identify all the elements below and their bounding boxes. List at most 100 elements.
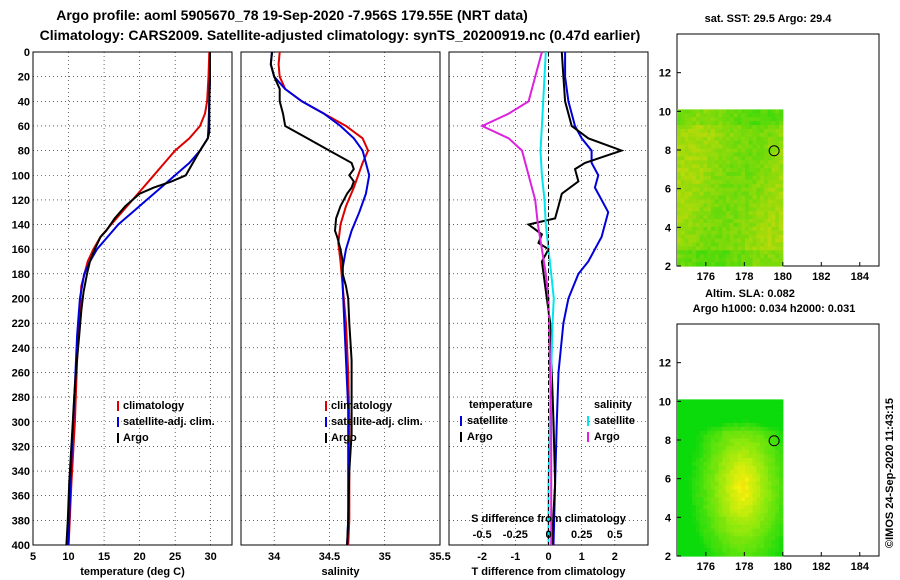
heatmap-cell <box>726 497 731 502</box>
heatmap-cell <box>695 442 701 447</box>
heatmap-cell <box>733 183 739 189</box>
heatmap-cell <box>756 512 761 518</box>
heatmap-cell <box>711 489 716 494</box>
heatmap-cell <box>722 199 727 204</box>
heatmap-cell <box>771 207 776 212</box>
heatmap-cell <box>718 446 723 451</box>
heatmap-cell <box>741 516 746 522</box>
heatmap-cell <box>748 234 754 240</box>
heatmap-cell <box>729 211 735 216</box>
heatmap-cell <box>771 238 776 244</box>
heatmap-cell <box>714 144 720 150</box>
heatmap-cell <box>779 140 784 146</box>
heatmap-cell <box>748 262 754 267</box>
heatmap-cell <box>737 450 742 455</box>
map-title-sla: Altim. SLA: 0.082 <box>705 288 795 300</box>
heatmap-cell <box>692 454 697 459</box>
heatmap-cell <box>760 458 765 463</box>
heatmap-cell <box>729 505 735 510</box>
heatmap-cell <box>771 497 776 502</box>
heatmap-cell <box>684 399 689 404</box>
heatmap-cell <box>711 144 716 150</box>
heatmap-cell <box>775 211 780 216</box>
heatmap-cell <box>745 234 750 240</box>
heatmap-cell <box>763 532 769 538</box>
heatmap-cell <box>741 156 746 161</box>
heatmap-cell <box>714 136 720 142</box>
heatmap-cell <box>707 262 712 267</box>
heatmap-cell <box>763 254 769 259</box>
heatmap-cell <box>680 187 686 193</box>
heatmap-cell <box>775 113 780 118</box>
heatmap-cell <box>752 234 757 240</box>
heatmap-cell <box>763 450 769 455</box>
heatmap-cell <box>722 222 727 228</box>
heatmap-cell <box>745 121 750 126</box>
heatmap-cell <box>760 117 765 122</box>
plot-frame <box>240 51 441 546</box>
heatmap-cell <box>677 222 682 228</box>
heatmap-cell <box>688 246 693 251</box>
heatmap-cell <box>756 179 761 185</box>
heatmap-cell <box>756 226 761 232</box>
heatmap-cell <box>722 160 727 165</box>
heatmap-cell <box>775 230 780 236</box>
heatmap-cell <box>767 117 773 122</box>
heatmap-cell <box>726 528 731 534</box>
heatmap-cell <box>726 442 731 447</box>
heatmap-cell <box>684 520 689 526</box>
heatmap-cell <box>756 497 761 502</box>
heatmap-cell <box>680 442 686 447</box>
heatmap-cell <box>707 438 712 444</box>
heatmap-cell <box>707 528 712 534</box>
heatmap-cell <box>726 219 731 224</box>
map-x-tick-label: 184 <box>851 561 870 573</box>
heatmap-cell <box>677 168 682 173</box>
heatmap-cell <box>703 489 708 494</box>
heatmap-cell <box>711 160 716 165</box>
heatmap-cell <box>763 191 769 197</box>
map-y-tick-label: 6 <box>665 184 671 196</box>
heatmap-cell <box>745 411 750 416</box>
heatmap-cell <box>699 156 705 161</box>
heatmap-cell <box>684 160 689 165</box>
heatmap-cell <box>711 505 716 510</box>
heatmap-cell <box>733 144 739 150</box>
heatmap-cell <box>737 183 742 189</box>
heatmap-cell <box>745 477 750 483</box>
heatmap-cell <box>745 540 750 545</box>
heatmap-cell <box>745 552 750 557</box>
heatmap-cell <box>718 164 723 169</box>
heatmap-cell <box>733 544 739 549</box>
heatmap-cell <box>688 128 693 134</box>
heatmap-cell <box>692 168 697 173</box>
heatmap-cell <box>775 512 780 518</box>
heatmap-cell <box>711 407 716 412</box>
heatmap-cell <box>733 458 739 463</box>
heatmap-cell <box>771 411 776 416</box>
heatmap-cell <box>688 219 693 224</box>
heatmap-cell <box>771 524 776 530</box>
heatmap-cell <box>748 446 754 451</box>
heatmap-cell <box>703 481 708 487</box>
heatmap-cell <box>733 430 739 436</box>
heatmap-cell <box>684 258 689 263</box>
heatmap-cell <box>729 187 735 193</box>
heatmap-cell <box>699 442 705 447</box>
heatmap-cell <box>775 501 780 506</box>
heatmap-cell <box>741 113 746 118</box>
map-y-tick-label: 4 <box>665 222 672 234</box>
heatmap-cell <box>722 168 727 173</box>
x-tick-label: 0 <box>545 551 551 563</box>
heatmap-cell <box>699 536 705 541</box>
heatmap-cell <box>760 442 765 447</box>
heatmap-cell <box>767 179 773 185</box>
heatmap-cell <box>733 465 739 471</box>
heatmap-cell <box>699 172 705 177</box>
heatmap-cell <box>763 222 769 228</box>
heatmap-cell <box>760 203 765 208</box>
heatmap-cell <box>684 242 689 248</box>
heatmap-cell <box>684 485 689 491</box>
heatmap-cell <box>703 199 708 204</box>
heatmap-cell <box>741 132 746 138</box>
